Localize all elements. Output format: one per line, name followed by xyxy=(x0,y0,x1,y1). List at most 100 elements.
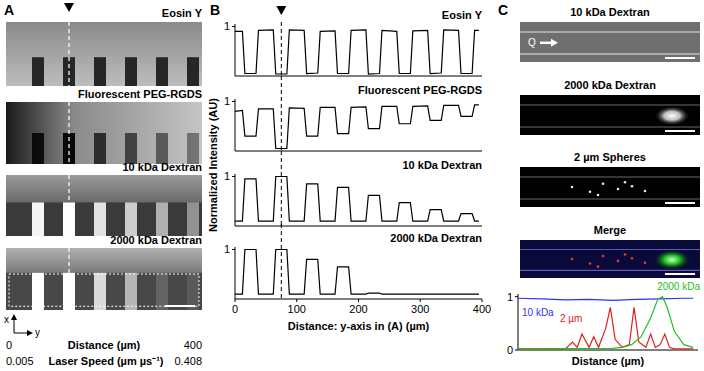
line xyxy=(518,297,693,349)
channel xyxy=(156,273,168,310)
image xyxy=(6,22,202,86)
label: Laser Speed (µm µs⁻¹) xyxy=(48,355,163,367)
sphere xyxy=(602,183,605,186)
line xyxy=(235,105,479,149)
sphere xyxy=(602,255,605,258)
marker-line xyxy=(281,22,282,76)
axis-title: Normalized Intensity (AU) xyxy=(207,98,219,232)
channel xyxy=(125,133,137,164)
marker-line xyxy=(281,76,282,151)
image-title: Merge xyxy=(594,224,626,236)
series-label: 2 µm xyxy=(560,313,582,324)
dextran-blob xyxy=(654,106,690,126)
sphere xyxy=(571,258,574,261)
chart: 101002003004002000 kDa DextranDistance: … xyxy=(224,224,491,332)
axis-name: x xyxy=(4,314,9,325)
sphere xyxy=(624,181,627,184)
chart: 0110 kDa2 µm2000 kDaDistance (µm) xyxy=(507,281,701,367)
tick-label: 300 xyxy=(411,303,429,315)
region-box xyxy=(9,274,199,306)
marker-line xyxy=(281,151,282,226)
x-axis xyxy=(235,226,482,227)
sphere xyxy=(644,262,647,265)
image-bg xyxy=(520,95,700,135)
sphere xyxy=(597,265,600,268)
y-tick xyxy=(515,296,518,297)
channel xyxy=(32,202,44,236)
tick-label: 1 xyxy=(224,170,230,182)
image-title: 10 kDa Dextran xyxy=(570,6,650,18)
x-tick xyxy=(235,299,236,302)
position-line xyxy=(68,102,69,164)
panel-label: A xyxy=(4,2,14,18)
tick-label: 0 xyxy=(232,303,238,315)
scale-bar xyxy=(165,305,195,307)
y-axis xyxy=(235,247,236,299)
image-bg xyxy=(520,22,700,62)
y-tick xyxy=(232,26,235,27)
sphere xyxy=(644,190,647,193)
tick-label: 200 xyxy=(349,303,367,315)
position-line xyxy=(68,22,69,86)
channel xyxy=(94,202,106,236)
axis-title: Distance: y-axis in (A) (µm) xyxy=(288,320,430,332)
tick-label: 1 xyxy=(224,95,230,107)
x-tick xyxy=(482,299,483,302)
chart-title: Eosin Y xyxy=(442,9,483,21)
series-label: 10 kDa xyxy=(522,307,554,318)
x-tick xyxy=(420,299,421,302)
plot-area xyxy=(235,105,479,149)
channel-wall xyxy=(520,126,700,127)
line xyxy=(518,298,693,300)
sphere xyxy=(617,188,620,191)
y-axis xyxy=(518,294,519,350)
channel-wall xyxy=(520,270,700,271)
channel xyxy=(32,133,44,164)
image-title: Fluorescent PEG-RGDS xyxy=(78,88,202,100)
channel xyxy=(32,273,44,310)
image-title: 2000 kDa Dextran xyxy=(564,79,656,91)
axis-title: Distance (µm) xyxy=(572,355,645,367)
channel xyxy=(156,202,168,236)
tick-label: 400 xyxy=(473,303,491,315)
position-marker xyxy=(64,3,74,12)
tick-label: 1 xyxy=(507,291,513,303)
channel xyxy=(187,202,199,236)
sphere xyxy=(571,186,574,189)
chart-title: 2000 kDa Dextran xyxy=(390,232,482,244)
scale-bar xyxy=(665,130,695,132)
x-axis xyxy=(518,350,698,351)
line xyxy=(235,249,479,294)
image-title: 10 kDa Dextran xyxy=(123,161,203,173)
sphere xyxy=(617,260,620,263)
channel xyxy=(125,57,137,86)
tick-label: 1 xyxy=(224,20,230,32)
dextran-blob xyxy=(654,250,690,270)
position-line xyxy=(68,248,69,310)
image-bg xyxy=(520,240,700,278)
image-bg xyxy=(6,175,202,236)
flow-label: Q xyxy=(528,37,536,48)
tick-label: 100 xyxy=(288,303,306,315)
channel xyxy=(187,133,199,164)
channel xyxy=(187,273,199,310)
image-title: Eosin Y xyxy=(162,7,203,19)
label: 0.005 xyxy=(6,355,34,367)
y-axis xyxy=(235,174,236,226)
channel xyxy=(94,273,106,310)
image-bg xyxy=(6,248,202,310)
figure: A Eosin Y Fluorescent PEG-RGDS 10 kDa Dextr… xyxy=(0,0,704,371)
plot-area xyxy=(235,176,479,221)
y-tick xyxy=(232,176,235,177)
chart: 1Fluorescent PEG-RGDS xyxy=(224,76,482,151)
arrow-head xyxy=(27,330,33,336)
image xyxy=(520,240,700,278)
panel-label: C xyxy=(498,2,508,18)
arrow-head xyxy=(11,314,17,320)
plot-area xyxy=(518,297,693,349)
plot-area xyxy=(235,249,479,294)
plot-area xyxy=(235,30,479,74)
x-axis xyxy=(235,151,482,152)
chart: 110 kDa Dextran xyxy=(224,151,482,226)
x-axis xyxy=(235,76,482,77)
